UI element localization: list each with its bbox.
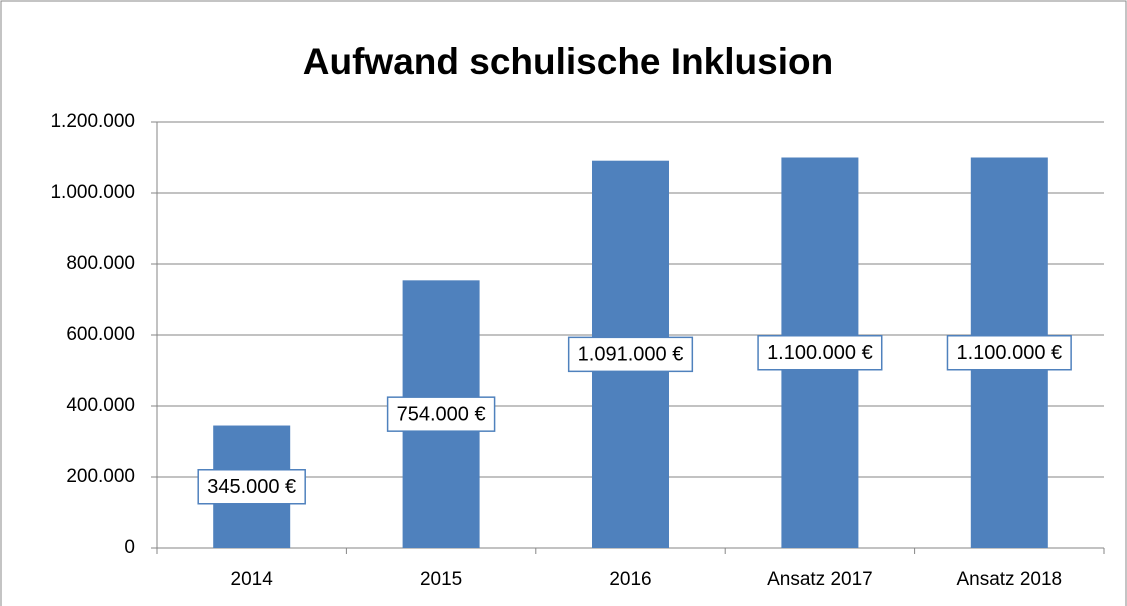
x-tick-label: 2014: [231, 569, 274, 590]
value-label: 1.091.000 €: [578, 344, 684, 366]
value-label: 1.100.000 €: [767, 342, 873, 364]
y-tick-label: 0: [124, 537, 135, 558]
y-tick-label: 800.000: [66, 253, 135, 274]
value-label: 754.000 €: [397, 403, 486, 425]
value-label-box: [946, 335, 1072, 371]
value-label: 1.100.000 €: [956, 342, 1062, 364]
x-tick-label: 2016: [609, 569, 651, 590]
y-tick-label: 200.000: [66, 466, 135, 487]
value-label-box: [197, 469, 306, 505]
value-label-box: [567, 336, 694, 373]
x-tick-label: 2015: [420, 569, 462, 590]
y-tick-label: 400.000: [66, 395, 135, 416]
value-label-box: [386, 396, 496, 432]
chart-title: Aufwand schulische Inklusion: [303, 41, 833, 82]
value-label: 345.000 €: [207, 476, 296, 498]
value-label-box: [757, 335, 883, 371]
y-tick-label: 1.000.000: [50, 182, 135, 203]
y-tick-label: 600.000: [66, 324, 135, 345]
x-tick-label: Ansatz 2017: [767, 569, 873, 590]
y-tick-label: 1.200.000: [50, 111, 135, 132]
x-tick-label: Ansatz 2018: [956, 569, 1062, 590]
